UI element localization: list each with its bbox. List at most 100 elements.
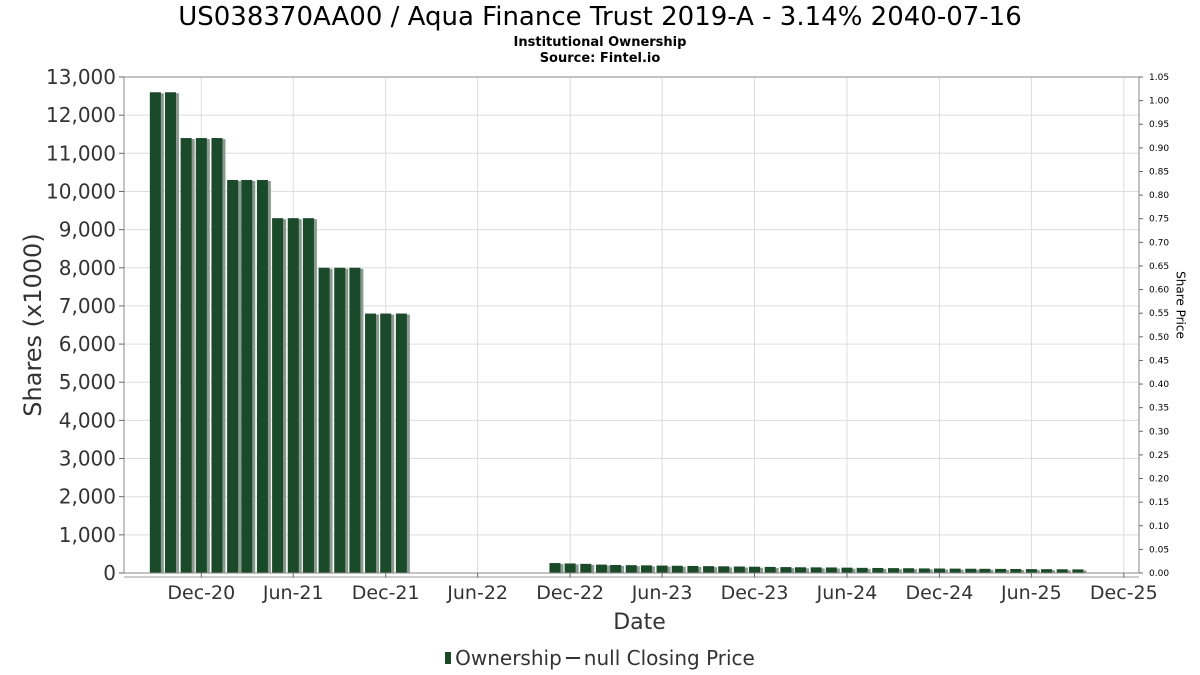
y-axis-label: Shares (x1000) bbox=[19, 233, 47, 416]
bar bbox=[718, 566, 730, 573]
y2-tick-label: 0.25 bbox=[1149, 451, 1169, 461]
bar bbox=[1056, 569, 1068, 573]
bar bbox=[856, 567, 868, 573]
plot-border bbox=[123, 76, 1140, 574]
bar bbox=[965, 568, 977, 573]
bar bbox=[211, 138, 223, 574]
bar bbox=[640, 565, 652, 573]
x-tick-label: Jun-24 bbox=[816, 582, 878, 604]
bar bbox=[949, 568, 961, 573]
y2-tick-label: 0.40 bbox=[1149, 380, 1169, 390]
bar bbox=[903, 568, 915, 573]
y2-tick-label: 0.85 bbox=[1149, 167, 1169, 177]
bar bbox=[349, 267, 361, 573]
y2-tick-label: 0.00 bbox=[1149, 569, 1169, 579]
bar bbox=[1072, 569, 1084, 573]
y2-tick-label: 0.55 bbox=[1149, 309, 1169, 319]
bar bbox=[995, 568, 1007, 573]
y2-tick-label: 0.50 bbox=[1149, 333, 1169, 343]
bar bbox=[302, 218, 314, 573]
y-tick-label: 13,000 bbox=[46, 65, 116, 89]
y2-tick-label: 0.45 bbox=[1149, 356, 1169, 366]
legend-price-label: null Closing Price bbox=[583, 646, 755, 670]
bar bbox=[272, 218, 284, 573]
bar bbox=[318, 267, 330, 573]
bar bbox=[625, 565, 637, 573]
price-line-icon bbox=[565, 657, 580, 659]
bar bbox=[287, 218, 299, 573]
y2-tick-label: 0.20 bbox=[1149, 475, 1169, 485]
bar bbox=[1041, 569, 1053, 573]
y2-tick-label: 0.60 bbox=[1149, 286, 1169, 296]
y-tick-label: 0 bbox=[103, 561, 116, 585]
y2-tick-label: 1.05 bbox=[1149, 73, 1169, 83]
x-tick-label: Jun-25 bbox=[1000, 582, 1062, 604]
bar bbox=[979, 568, 991, 573]
y2-tick-label: 0.10 bbox=[1149, 522, 1169, 532]
bar bbox=[256, 180, 268, 573]
y2-tick-label: 0.95 bbox=[1149, 120, 1169, 130]
bar bbox=[180, 138, 192, 574]
y2-tick-label: 0.05 bbox=[1149, 545, 1169, 555]
x-tick-label: Dec-25 bbox=[1090, 582, 1158, 604]
bar bbox=[149, 92, 161, 573]
bar bbox=[564, 563, 576, 573]
y-tick-label: 8,000 bbox=[59, 256, 116, 280]
y-tick-label: 3,000 bbox=[59, 447, 116, 471]
bar bbox=[1010, 568, 1022, 573]
bar bbox=[1025, 569, 1037, 573]
bar bbox=[580, 563, 592, 573]
y2-tick-label: 1.00 bbox=[1149, 97, 1169, 107]
y-tick-label: 1,000 bbox=[59, 523, 116, 547]
y-tick-label: 5,000 bbox=[59, 370, 116, 394]
bar bbox=[380, 313, 392, 573]
x-axis-label: Date bbox=[613, 610, 666, 635]
bar bbox=[656, 565, 668, 573]
x-tick-label: Dec-21 bbox=[352, 582, 420, 604]
x-tick-label: Dec-20 bbox=[167, 582, 235, 604]
y-tick-label: 11,000 bbox=[46, 141, 116, 165]
bars bbox=[149, 92, 1087, 574]
bar bbox=[825, 567, 837, 573]
y-tick-label: 4,000 bbox=[59, 408, 116, 432]
bar bbox=[703, 566, 715, 573]
y2-tick-label: 0.70 bbox=[1149, 238, 1169, 248]
x-tick-label: Dec-22 bbox=[536, 582, 604, 604]
x-tick-label: Jun-23 bbox=[631, 582, 693, 604]
y2-axis-label: Share Price bbox=[1174, 271, 1188, 339]
bar bbox=[687, 565, 699, 573]
y2-tick-label: 0.35 bbox=[1149, 404, 1169, 414]
x-tick-label: Jun-22 bbox=[446, 582, 508, 604]
bar bbox=[395, 313, 407, 573]
ownership-chart: 0 1,000 2,000 3,000 4,000 5,000 6,000 7,000 8,00… bbox=[19, 65, 1188, 635]
axes: 0 1,000 2,000 3,000 4,000 5,000 6,000 7,000 8,00… bbox=[46, 65, 1169, 604]
legend: Ownership null Closing Price bbox=[0, 646, 1200, 670]
y-tick-label: 12,000 bbox=[46, 103, 116, 127]
chart-subtitle: Institutional Ownership bbox=[513, 35, 687, 50]
x-tick-label: Jun-21 bbox=[262, 582, 324, 604]
y2-tick-label: 0.65 bbox=[1149, 262, 1169, 272]
bar bbox=[794, 567, 806, 573]
bar bbox=[764, 566, 776, 573]
bar bbox=[334, 267, 346, 573]
chart-title: US038370AA00 / Aqua Finance Trust 2019-A… bbox=[178, 2, 1022, 32]
bar bbox=[780, 567, 792, 573]
y-tick-label: 2,000 bbox=[59, 485, 116, 509]
x-tick-label: Dec-24 bbox=[906, 582, 974, 604]
ownership-swatch-icon bbox=[445, 652, 452, 664]
y-tick-label: 6,000 bbox=[59, 332, 116, 356]
y2-tick-label: 0.75 bbox=[1149, 215, 1169, 225]
y2-tick-label: 0.30 bbox=[1149, 427, 1169, 437]
bar bbox=[241, 180, 253, 573]
bar bbox=[887, 568, 899, 573]
bar bbox=[872, 567, 884, 573]
bar bbox=[918, 568, 930, 573]
bar bbox=[164, 92, 176, 573]
y-tick-label: 10,000 bbox=[46, 179, 116, 203]
chart-source: Source: Fintel.io bbox=[539, 51, 661, 66]
bar bbox=[549, 563, 561, 573]
bar bbox=[810, 567, 822, 573]
x-tick-label: Dec-23 bbox=[721, 582, 789, 604]
y-tick-label: 9,000 bbox=[59, 218, 116, 242]
bar bbox=[195, 138, 207, 574]
